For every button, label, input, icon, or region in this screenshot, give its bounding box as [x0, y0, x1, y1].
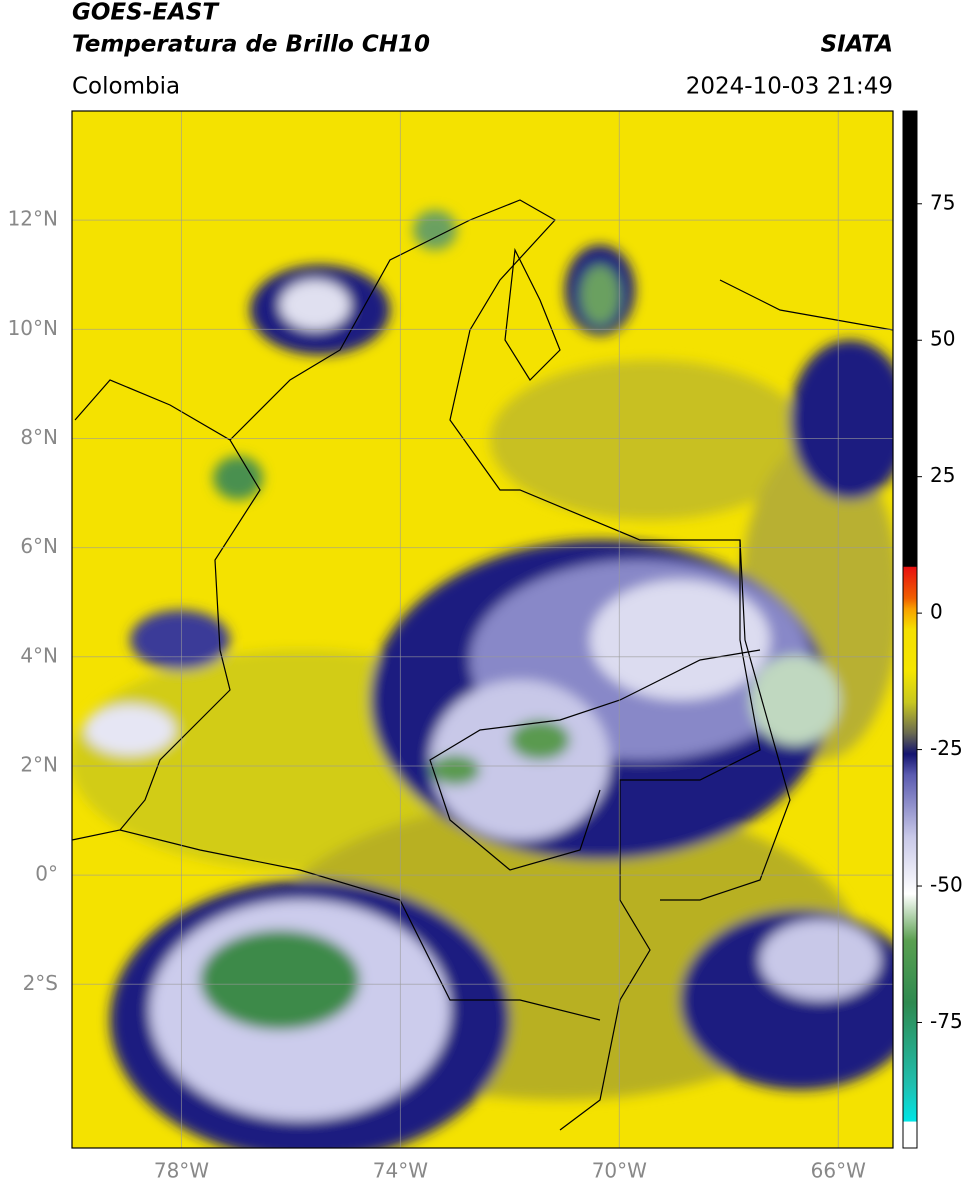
- lon-label: 70°W: [592, 1159, 647, 1183]
- lon-label: 78°W: [154, 1159, 209, 1183]
- colorbar-label: -75: [930, 1009, 963, 1033]
- region: Colombia: [72, 74, 180, 100]
- lat-label: 2°S: [23, 971, 58, 995]
- colorbar-label: 75: [930, 190, 955, 214]
- lat-label: 2°N: [20, 752, 58, 776]
- lat-label: 0°: [35, 862, 58, 886]
- lat-label: 12°N: [8, 207, 58, 231]
- colorbar-label: -50: [930, 873, 963, 897]
- satellite-image: [72, 111, 893, 1148]
- colorbar-label: 25: [930, 463, 955, 487]
- map-frame: [71, 110, 894, 1149]
- source: SIATA: [821, 32, 893, 58]
- title-line: Temperatura de Brillo CH10: [72, 32, 430, 58]
- lat-label: 8°N: [20, 425, 58, 449]
- lon-label: 66°W: [811, 1159, 866, 1183]
- lon-label: 74°W: [373, 1159, 428, 1183]
- colorbar: [902, 110, 918, 1149]
- title-line: GOES-EAST: [72, 0, 220, 26]
- colorbar-label: 0: [930, 600, 943, 624]
- colorbar-label: -25: [930, 736, 963, 760]
- timestamp: 2024-10-03 21:49: [686, 74, 893, 100]
- lat-label: 10°N: [8, 316, 58, 340]
- colorbar-label: 50: [930, 327, 955, 351]
- lat-label: 6°N: [20, 534, 58, 558]
- graticule: [72, 111, 893, 1148]
- lat-label: 4°N: [20, 643, 58, 667]
